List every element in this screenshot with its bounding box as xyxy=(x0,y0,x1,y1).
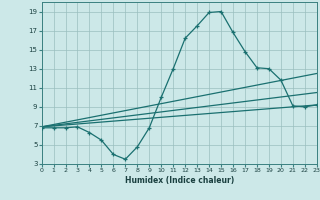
X-axis label: Humidex (Indice chaleur): Humidex (Indice chaleur) xyxy=(124,176,234,185)
